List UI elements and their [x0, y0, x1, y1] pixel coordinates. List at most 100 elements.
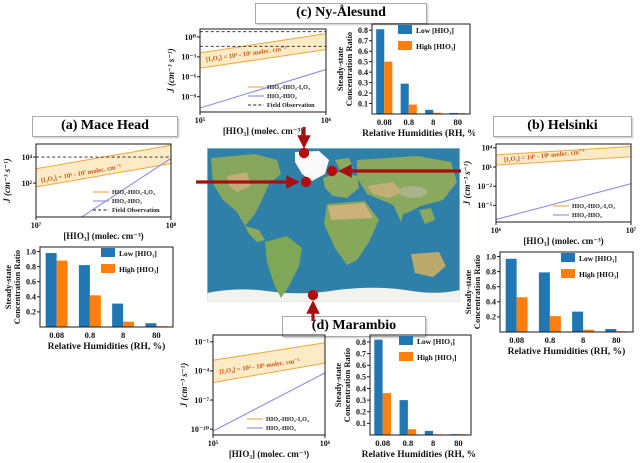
svg-text:Low [HIO₃]: Low [HIO₃] [417, 337, 455, 346]
svg-text:0.5: 0.5 [358, 57, 368, 66]
svg-text:0.4: 0.4 [356, 384, 366, 393]
svg-text:Steady-stateConcentration Rati: Steady-stateConcentration Ratio [335, 32, 354, 106]
svg-text:8: 8 [431, 117, 435, 127]
central-america [245, 226, 265, 242]
world-map-svg [206, 147, 461, 303]
svg-text:80: 80 [152, 330, 161, 340]
svg-text:10⁶: 10⁶ [320, 439, 331, 448]
svg-text:0.8: 0.8 [545, 335, 556, 345]
svg-text:10⁻²: 10⁻² [477, 182, 492, 191]
panel-title-ny-alesund: (c) Ny-Ålesund [255, 3, 427, 24]
svg-text:High [HIO₃]: High [HIO₃] [579, 270, 619, 279]
svg-text:Low [HIO₃]: Low [HIO₃] [119, 249, 157, 258]
ny-alesund-bar-chart: 0.10.2 0.30.4 0.50.60.7 0.8 0.08 0.8 8 80 Low [H… [335, 23, 475, 139]
marambio-bar-chart: 0.1 0.2 0.3 0.4 0.5 0.6 0.7 0.8 0.08 0.8 8 80 Low [H… [333, 334, 476, 460]
svg-text:0.1: 0.1 [356, 419, 366, 428]
svg-text:0.4: 0.4 [26, 293, 36, 302]
svg-text:[HIO₃] (molec. cm⁻³): [HIO₃] (molec. cm⁻³) [523, 236, 603, 246]
svg-text:1.0: 1.0 [486, 252, 496, 261]
southeast-asia [419, 208, 435, 224]
svg-text:High [HIO₃]: High [HIO₃] [119, 265, 159, 274]
svg-text:Relative Humidities (RH, %): Relative Humidities (RH, %) [508, 346, 626, 357]
svg-text:0.08: 0.08 [49, 330, 64, 340]
svg-text:80: 80 [454, 117, 463, 127]
svg-text:10⁴: 10⁴ [22, 153, 33, 162]
world-map [206, 147, 461, 303]
svg-text:10⁵: 10⁵ [195, 116, 206, 125]
svg-text:0.8: 0.8 [85, 330, 96, 340]
svg-text:10²: 10² [22, 179, 33, 188]
svg-text:0.4: 0.4 [358, 68, 368, 77]
helsinki-bar-chart: 0.2 0.4 0.6 0.8 1.0 0.08 0.8 8 80 Low [HIO₃] High … [463, 251, 634, 357]
svg-text:Relative Humidities (RH, %): Relative Humidities (RH, %) [362, 128, 475, 139]
sahara [328, 203, 373, 220]
svg-text:0.08: 0.08 [509, 335, 524, 345]
svg-text:HIO₃-HIO₂-I₂O₄: HIO₃-HIO₂-I₂O₄ [572, 203, 615, 210]
svg-text:0.6: 0.6 [358, 47, 368, 56]
svg-text:8: 8 [581, 335, 585, 345]
south-america [265, 236, 302, 298]
svg-text:HIO₃-HIO₂: HIO₃-HIO₂ [266, 425, 296, 432]
svg-text:Low [HIO₃]: Low [HIO₃] [416, 26, 454, 35]
svg-text:10⁻⁹: 10⁻⁹ [181, 93, 196, 102]
svg-text:0.7: 0.7 [358, 37, 368, 46]
svg-text:0.6: 0.6 [486, 283, 496, 292]
svg-text:80: 80 [612, 335, 621, 345]
svg-text:10⁷: 10⁷ [31, 221, 42, 230]
central-asia [367, 182, 403, 198]
svg-text:Steady-stateConcentration Rati: Steady-stateConcentration Ratio [463, 255, 482, 329]
svg-text:[HIO₃] (molec. cm⁻³): [HIO₃] (molec. cm⁻³) [223, 126, 303, 136]
svg-text:[HIO₃] (molec. cm⁻³): [HIO₃] (molec. cm⁻³) [229, 449, 309, 459]
svg-text:8: 8 [431, 438, 435, 448]
svg-text:0.8: 0.8 [356, 338, 366, 347]
svg-text:0.8: 0.8 [26, 262, 36, 271]
svg-text:10⁻⁷: 10⁻⁷ [194, 396, 209, 405]
svg-text:10⁶: 10⁶ [321, 116, 332, 125]
svg-text:8: 8 [121, 330, 125, 340]
svg-text:HIO₃-HIO₂: HIO₃-HIO₂ [112, 198, 142, 205]
svg-text:0.5: 0.5 [356, 373, 366, 382]
svg-text:0.8: 0.8 [403, 438, 414, 448]
greenland [295, 151, 329, 181]
svg-text:J (cm⁻³ s⁻¹): J (cm⁻³ s⁻¹) [2, 158, 12, 203]
svg-text:0.08: 0.08 [377, 117, 392, 127]
svg-text:HIO₃-HIO₂-I₂O₄: HIO₃-HIO₂-I₂O₄ [112, 189, 155, 196]
svg-text:J (cm⁻³ s⁻¹): J (cm⁻³ s⁻¹) [179, 363, 189, 408]
svg-text:Field Observation: Field Observation [112, 207, 160, 214]
svg-text:High [HIO₃]: High [HIO₃] [416, 42, 456, 51]
svg-text:0.4: 0.4 [486, 298, 496, 307]
europe [323, 172, 359, 198]
svg-text:10⁷: 10⁷ [626, 226, 637, 235]
svg-text:10⁴: 10⁴ [482, 144, 493, 153]
svg-text:10⁻¹: 10⁻¹ [194, 338, 209, 347]
svg-text:J (cm⁻³ s⁻¹): J (cm⁻³ s⁻¹) [462, 161, 472, 206]
svg-text:0.8: 0.8 [403, 117, 414, 127]
svg-text:0.1: 0.1 [358, 99, 368, 108]
svg-text:0.3: 0.3 [358, 78, 368, 87]
svg-text:0.8: 0.8 [358, 26, 368, 35]
svg-text:10⁸: 10⁸ [166, 221, 177, 230]
svg-text:1.0: 1.0 [26, 247, 36, 256]
svg-text:HIO₃-HIO₂: HIO₃-HIO₂ [572, 212, 602, 219]
tibetan-plateau [399, 186, 427, 198]
svg-text:0.2: 0.2 [356, 408, 366, 417]
svg-text:10⁰: 10⁰ [184, 33, 196, 42]
svg-text:0.2: 0.2 [486, 313, 496, 322]
svg-text:Steady-stateConcentration Rati: Steady-stateConcentration Ratio [3, 250, 22, 324]
svg-text:High [HIO₃]: High [HIO₃] [417, 353, 457, 362]
svg-text:Steady-stateConcentration Rati: Steady-stateConcentration Ratio [333, 348, 352, 422]
svg-text:0.3: 0.3 [356, 396, 366, 405]
india [393, 202, 407, 222]
svg-text:HIO₃-HIO₂-I₂O₄: HIO₃-HIO₂-I₂O₄ [267, 84, 310, 91]
australia [411, 252, 446, 277]
panel-title-helsinki: (b) Helsinki [493, 116, 632, 137]
svg-text:0.08: 0.08 [375, 438, 390, 448]
svg-text:10⁶: 10⁶ [491, 226, 502, 235]
svg-text:Relative Humidities (RH, %): Relative Humidities (RH, %) [48, 341, 166, 352]
svg-text:10⁻⁶: 10⁻⁶ [181, 73, 196, 82]
